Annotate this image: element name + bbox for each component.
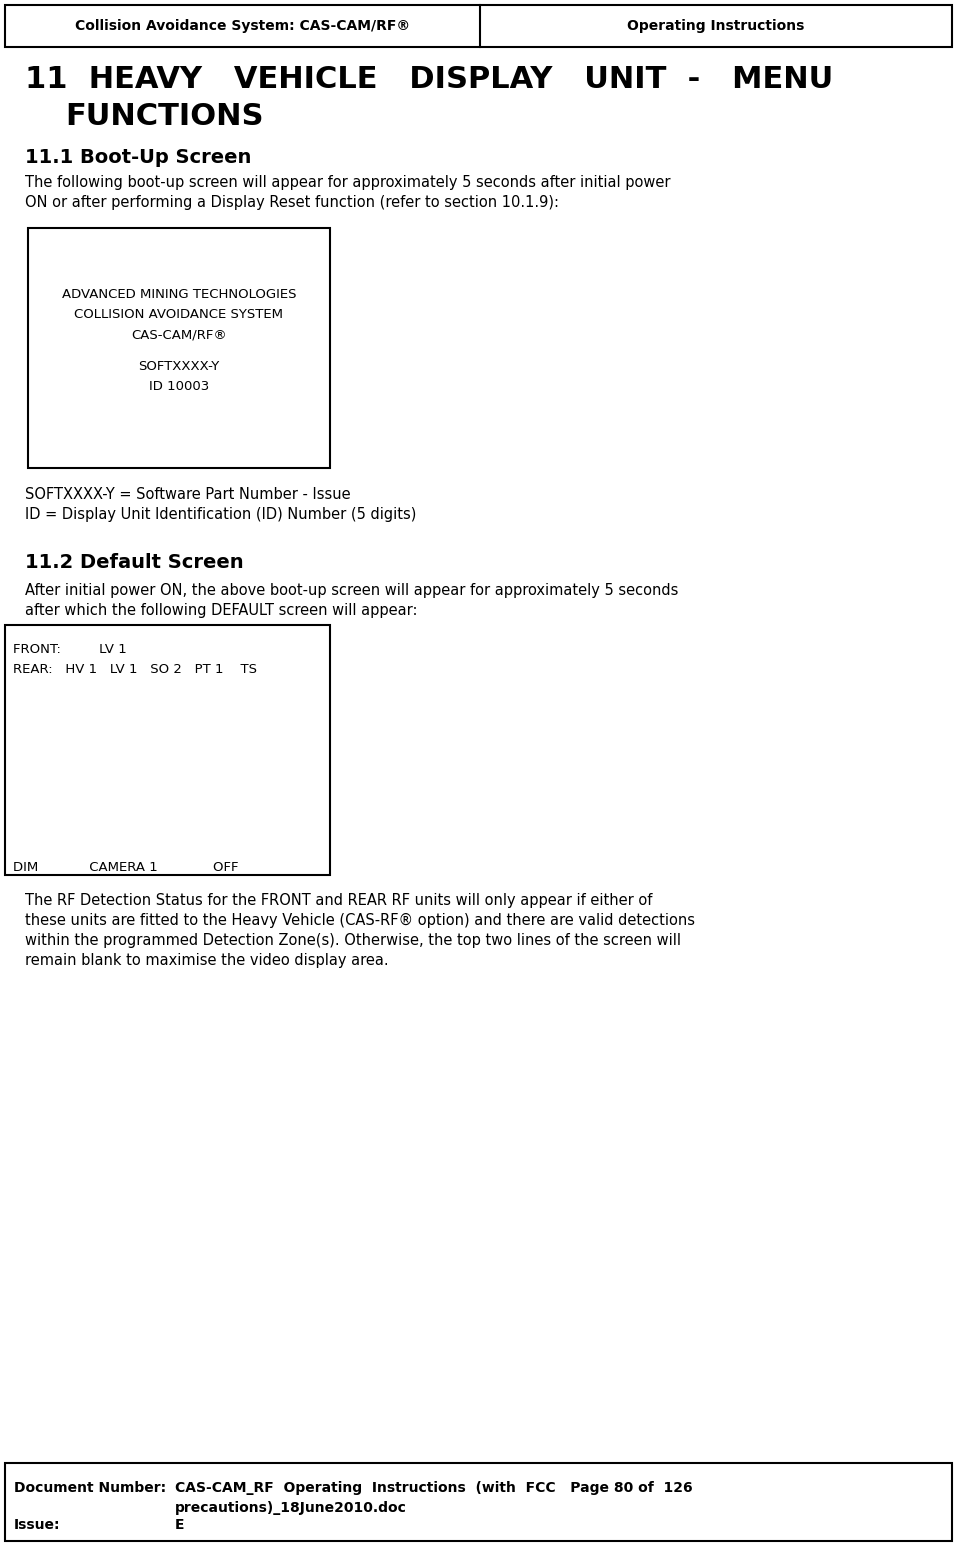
- Text: DIM            CAMERA 1             OFF: DIM CAMERA 1 OFF: [13, 861, 238, 873]
- Text: FUNCTIONS: FUNCTIONS: [65, 102, 263, 131]
- Text: Operating Instructions: Operating Instructions: [627, 19, 805, 32]
- Text: Issue:: Issue:: [14, 1518, 60, 1532]
- Bar: [5, 625, 330, 875]
- Text: SOFTXXXX-Y = Software Part Number - Issue: SOFTXXXX-Y = Software Part Number - Issu…: [25, 487, 350, 502]
- Text: ON or after performing a Display Reset function (refer to section 10.1.9):: ON or after performing a Display Reset f…: [25, 195, 559, 210]
- Text: The RF Detection Status for the FRONT and REAR RF units will only appear if eith: The RF Detection Status for the FRONT an…: [25, 894, 653, 908]
- Text: FRONT:         LV 1: FRONT: LV 1: [13, 643, 126, 656]
- Text: CAS-CAM/RF®: CAS-CAM/RF®: [131, 328, 227, 342]
- Text: ID = Display Unit Identification (ID) Number (5 digits): ID = Display Unit Identification (ID) Nu…: [25, 507, 416, 523]
- Text: After initial power ON, the above boot-up screen will appear for approximately 5: After initial power ON, the above boot-u…: [25, 583, 679, 598]
- Text: remain blank to maximise the video display area.: remain blank to maximise the video displ…: [25, 952, 389, 968]
- Text: 11  HEAVY   VEHICLE   DISPLAY   UNIT  -   MENU: 11 HEAVY VEHICLE DISPLAY UNIT - MENU: [25, 65, 834, 94]
- Text: REAR:   HV 1   LV 1   SO 2   PT 1    TS: REAR: HV 1 LV 1 SO 2 PT 1 TS: [13, 663, 257, 676]
- Text: precautions)_18June2010.doc: precautions)_18June2010.doc: [175, 1501, 407, 1515]
- Bar: [28, 227, 330, 468]
- Text: Document Number:: Document Number:: [14, 1481, 167, 1495]
- Text: after which the following DEFAULT screen will appear:: after which the following DEFAULT screen…: [25, 603, 417, 618]
- Text: COLLISION AVOIDANCE SYSTEM: COLLISION AVOIDANCE SYSTEM: [75, 308, 283, 322]
- Text: Collision Avoidance System: CAS-CAM/RF®: Collision Avoidance System: CAS-CAM/RF®: [75, 19, 410, 32]
- Text: within the programmed Detection Zone(s). Otherwise, the top two lines of the scr: within the programmed Detection Zone(s).…: [25, 932, 681, 948]
- Text: these units are fitted to the Heavy Vehicle (CAS-RF® option) and there are valid: these units are fitted to the Heavy Vehi…: [25, 914, 695, 928]
- Bar: [5, 5, 952, 46]
- Text: ADVANCED MINING TECHNOLOGIES: ADVANCED MINING TECHNOLOGIES: [62, 288, 297, 301]
- Text: E: E: [175, 1518, 185, 1532]
- Text: SOFTXXXX-Y: SOFTXXXX-Y: [139, 360, 219, 373]
- Text: CAS-CAM_RF  Operating  Instructions  (with  FCC   Page 80 of  126: CAS-CAM_RF Operating Instructions (with …: [175, 1481, 693, 1495]
- Text: 11.2 Default Screen: 11.2 Default Screen: [25, 553, 244, 572]
- Bar: [5, 1463, 952, 1541]
- Text: ID 10003: ID 10003: [149, 380, 210, 393]
- Text: 11.1 Boot-Up Screen: 11.1 Boot-Up Screen: [25, 148, 252, 167]
- Text: The following boot-up screen will appear for approximately 5 seconds after initi: The following boot-up screen will appear…: [25, 175, 671, 190]
